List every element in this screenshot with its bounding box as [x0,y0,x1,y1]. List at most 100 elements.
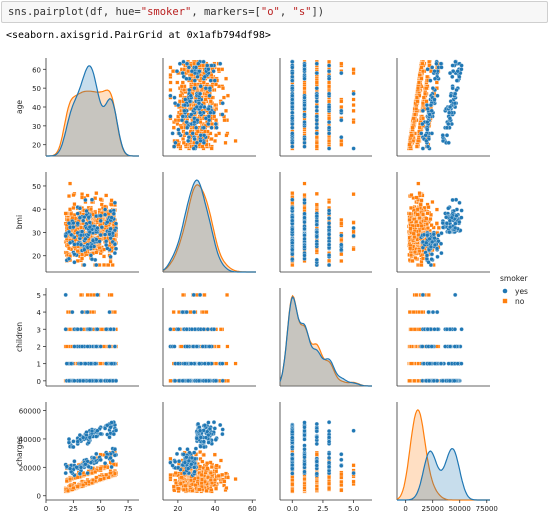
point-yes [72,260,77,265]
point-no [424,86,429,91]
point-no [351,108,356,113]
point-no [351,229,356,234]
point-yes [205,63,210,68]
point-yes [113,221,119,226]
point-yes [82,262,87,268]
point-no [201,80,206,85]
point-yes [88,244,94,250]
point-yes [314,104,319,110]
point-no [427,59,432,64]
kde-fill-yes [46,65,139,156]
point-yes [290,97,295,102]
point-yes [326,252,332,258]
point-yes [447,224,453,230]
pairplot-figure: 2030405060age20304050bmi012345children02… [15,58,528,513]
point-yes [186,135,192,140]
point-no [88,207,93,212]
point-yes [78,361,84,366]
point-no [430,200,435,204]
point-yes [426,260,431,265]
point-yes [290,247,295,252]
point-no [168,65,173,70]
point-yes [213,121,218,127]
point-yes [113,378,119,383]
point-yes [440,225,446,230]
point-yes [326,69,332,74]
point-yes [177,61,183,66]
point-no [428,217,433,222]
point-yes [202,74,207,79]
point-yes [435,254,440,259]
point-yes [339,118,344,123]
point-yes [432,69,437,74]
point-no [314,144,319,149]
point-yes [351,146,356,151]
point-yes [290,59,295,64]
point-yes [203,116,209,121]
point-yes [290,104,295,110]
point-yes [425,127,430,132]
point-yes [420,108,426,113]
point-yes [98,378,103,383]
point-yes [314,229,319,235]
point-yes [424,138,429,144]
point-no [407,217,412,222]
point-yes [432,97,437,102]
point-no [409,205,413,210]
point-yes [429,108,434,113]
point-yes [99,225,104,230]
point-no [203,97,208,102]
point-yes [218,61,223,66]
point-yes [172,95,177,100]
point-yes [314,234,319,239]
point-no [104,193,109,198]
point-yes [290,227,295,232]
point-no [412,235,417,240]
point-yes [290,74,295,79]
point-no [411,116,416,121]
point-yes [326,216,332,221]
point-yes [453,221,458,226]
code-cell[interactable]: sns.pairplot(df, hue="smoker", markers=[… [1,1,548,23]
code-text[interactable]: sns.pairplot(df, hue="smoker", markers=[… [8,6,324,18]
point-yes [194,140,200,145]
point-yes [186,65,192,70]
panel-age-vs-age [45,58,139,157]
point-no [168,73,173,77]
point-yes [290,86,295,91]
point-no [411,231,416,236]
point-yes [450,86,455,91]
point-no [68,207,73,212]
point-yes [290,116,295,121]
point-no [417,215,422,220]
point-no [410,258,415,263]
point-yes [314,213,319,219]
point-yes [326,208,332,213]
point-no [171,69,175,74]
point-yes [184,131,189,136]
point-yes [212,78,217,83]
point-no [339,142,344,147]
point-yes [208,110,213,115]
point-no [94,191,99,196]
point-yes [429,257,434,262]
point-no [214,82,219,87]
point-yes [206,121,211,127]
point-yes [326,104,332,110]
point-no [223,140,228,145]
point-yes [112,250,118,256]
point-no [339,259,344,263]
point-yes [75,211,80,216]
panel-bmi-vs-bmi [162,172,256,273]
point-no [351,67,356,72]
point-yes [351,91,356,96]
point-no [221,95,226,100]
point-yes [198,104,203,110]
point-yes [314,118,319,123]
point-no [434,221,439,226]
point-yes [192,86,197,91]
point-no [408,211,412,216]
point-yes [302,244,307,250]
point-no [302,86,307,91]
point-yes [425,144,431,149]
